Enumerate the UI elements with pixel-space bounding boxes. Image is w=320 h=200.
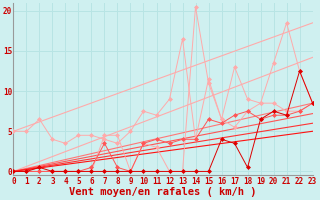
X-axis label: Vent moyen/en rafales ( km/h ): Vent moyen/en rafales ( km/h ) [69, 187, 257, 197]
